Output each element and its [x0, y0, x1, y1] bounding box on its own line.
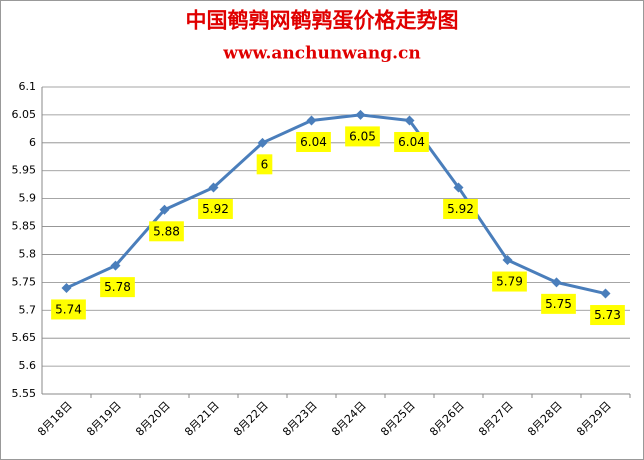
data-point	[159, 204, 170, 215]
data-label: 5.73	[594, 308, 621, 322]
data-point	[404, 115, 415, 126]
y-tick-label: 6.1	[19, 80, 37, 93]
data-label-group: 5.92	[198, 198, 233, 219]
chart-subtitle: www.anchunwang.cn	[222, 44, 420, 64]
y-tick-label: 5.7	[19, 303, 37, 316]
data-label-box	[198, 198, 233, 219]
data-label-box	[149, 221, 184, 242]
data-label-group: 5.79	[492, 271, 527, 292]
data-label: 5.79	[496, 275, 523, 289]
data-label: 5.78	[104, 280, 131, 294]
y-tick-label: 5.85	[12, 220, 37, 233]
data-label-box	[100, 277, 135, 298]
chart-title: 中国鹌鹑网鹌鹑蛋价格走势图	[186, 8, 459, 33]
data-point	[61, 282, 72, 293]
data-label-box	[51, 299, 86, 320]
y-tick-label: 5.55	[12, 387, 37, 400]
data-label-box	[345, 126, 380, 147]
data-label-box	[541, 293, 576, 314]
data-label-box	[590, 305, 625, 326]
data-label-group: 6.04	[394, 131, 429, 152]
data-label-box	[394, 131, 429, 152]
data-label-group: 6.05	[345, 126, 380, 147]
y-tick-label: 5.8	[19, 247, 37, 260]
data-label-group: 6.04	[296, 131, 331, 152]
data-point	[306, 115, 317, 126]
data-label: 6	[261, 157, 269, 171]
data-label: 5.75	[545, 297, 572, 311]
data-label: 5.92	[447, 202, 474, 216]
data-label: 6.04	[300, 135, 327, 149]
data-label-box	[443, 198, 478, 219]
data-label-group: 6	[256, 154, 273, 175]
data-point	[355, 109, 366, 120]
data-point	[208, 182, 219, 193]
data-point	[257, 137, 268, 148]
data-label-box	[492, 271, 527, 292]
data-label: 5.92	[202, 202, 229, 216]
data-label-group: 5.92	[443, 198, 478, 219]
y-tick-label: 5.95	[12, 164, 37, 177]
y-tick-label: 5.9	[19, 192, 37, 205]
data-label: 5.88	[153, 224, 180, 238]
data-label-box	[296, 131, 331, 152]
data-label-group: 5.75	[541, 293, 576, 314]
y-tick-label: 6	[29, 136, 36, 149]
y-tick-label: 5.75	[12, 275, 37, 288]
y-tick-label: 6.05	[12, 108, 37, 121]
data-label-group: 5.78	[100, 277, 135, 298]
data-label: 6.04	[398, 135, 425, 149]
y-tick-label: 5.6	[19, 359, 37, 372]
data-point	[551, 277, 562, 288]
data-label: 5.74	[55, 302, 82, 316]
data-line	[65, 113, 606, 295]
data-point	[502, 255, 513, 266]
data-label-group: 5.73	[590, 305, 625, 326]
data-point	[110, 260, 121, 271]
data-label-box	[256, 154, 273, 175]
data-point	[600, 288, 611, 299]
y-tick-label: 5.65	[12, 331, 37, 344]
data-label-group: 5.88	[149, 221, 184, 242]
data-label: 6.05	[349, 129, 376, 143]
data-label-group: 5.74	[51, 299, 86, 320]
data-point	[453, 182, 464, 193]
